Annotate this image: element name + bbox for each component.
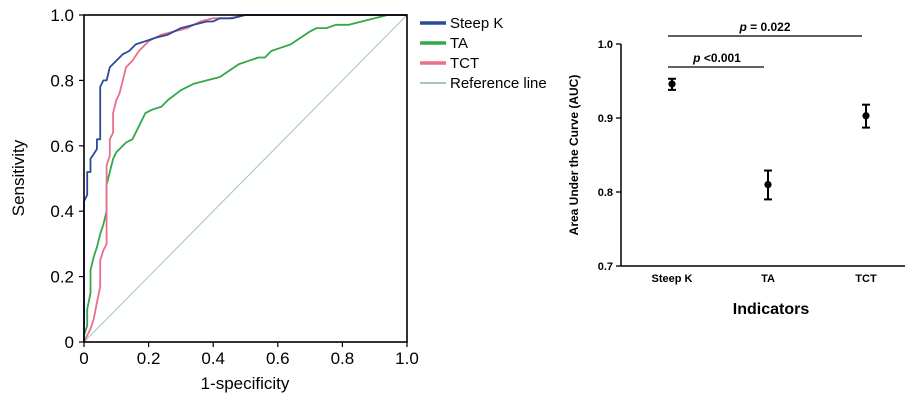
roc-x-tick-label: 0.2 xyxy=(137,349,161,368)
auc-y-tick-label: 0.7 xyxy=(598,261,613,273)
roc-chart: 0 0.2 0.4 0.6 0.8 1.0 0 0.2 0.4 0.6 0.8 1.0 1-spec… xyxy=(9,6,547,393)
roc-y-ticks: 0 0.2 0.4 0.6 0.8 1.0 xyxy=(50,6,84,352)
auc-point-tct xyxy=(862,112,870,120)
roc-series-group xyxy=(83,14,408,343)
roc-x-tick-label: 1.0 xyxy=(395,349,419,368)
auc-x-tick-label: Steep K xyxy=(652,273,693,285)
auc-y-axis-label: Area Under the Curve (AUC) xyxy=(567,75,581,236)
auc-y-tick-label: 1.0 xyxy=(598,39,613,51)
auc-significance-label: p <0.001 xyxy=(692,51,741,65)
roc-x-axis-label: 1-specificity xyxy=(201,374,290,393)
auc-x-tick-label: TA xyxy=(761,273,775,285)
roc-x-tick-label: 0 xyxy=(79,349,88,368)
auc-chart: 0.7 0.8 0.9 1.0 Steep K TA TCT p <0.001 p = 0.… xyxy=(567,20,905,318)
roc-plot-frame xyxy=(83,14,408,343)
auc-x-tick-label: TCT xyxy=(855,273,877,285)
legend-label: TCT xyxy=(450,55,479,72)
roc-x-ticks: 0 0.2 0.4 0.6 0.8 1.0 xyxy=(79,342,419,368)
roc-y-axis-label: Sensitivity xyxy=(9,139,28,216)
roc-series-tct xyxy=(83,14,407,343)
auc-significance-label: p = 0.022 xyxy=(738,20,790,34)
roc-y-tick-label: 0.2 xyxy=(50,268,74,287)
roc-y-tick-label: 0.6 xyxy=(50,137,74,156)
auc-annotations: p <0.001 p = 0.022 xyxy=(668,20,862,68)
roc-y-tick-label: 0 xyxy=(65,333,74,352)
roc-series-reference-line xyxy=(83,14,408,343)
roc-legend: Steep K TA TCT Reference line xyxy=(420,15,547,92)
roc-y-tick-label: 0.4 xyxy=(50,202,74,221)
roc-x-tick-label: 0.8 xyxy=(331,349,355,368)
roc-y-tick-label: 0.8 xyxy=(50,71,74,90)
roc-y-tick-label: 1.0 xyxy=(50,6,74,25)
auc-y-tick-label: 0.8 xyxy=(598,187,613,199)
roc-series-steep-k xyxy=(83,14,407,342)
auc-x-axis-label: Indicators xyxy=(733,301,810,318)
roc-x-tick-label: 0.4 xyxy=(201,349,225,368)
auc-point-ta xyxy=(764,181,772,189)
legend-label: Steep K xyxy=(450,15,503,32)
auc-points-group xyxy=(668,77,870,201)
roc-x-tick-label: 0.6 xyxy=(266,349,290,368)
auc-y-tick-label: 0.9 xyxy=(598,113,613,125)
roc-series-ta xyxy=(83,14,407,342)
auc-y-ticks: 0.7 0.8 0.9 1.0 xyxy=(598,39,621,273)
auc-x-ticks: Steep K TA TCT xyxy=(652,273,877,285)
legend-label: TA xyxy=(450,35,468,52)
legend-label: Reference line xyxy=(450,75,547,92)
auc-point-steep-k xyxy=(668,80,676,88)
